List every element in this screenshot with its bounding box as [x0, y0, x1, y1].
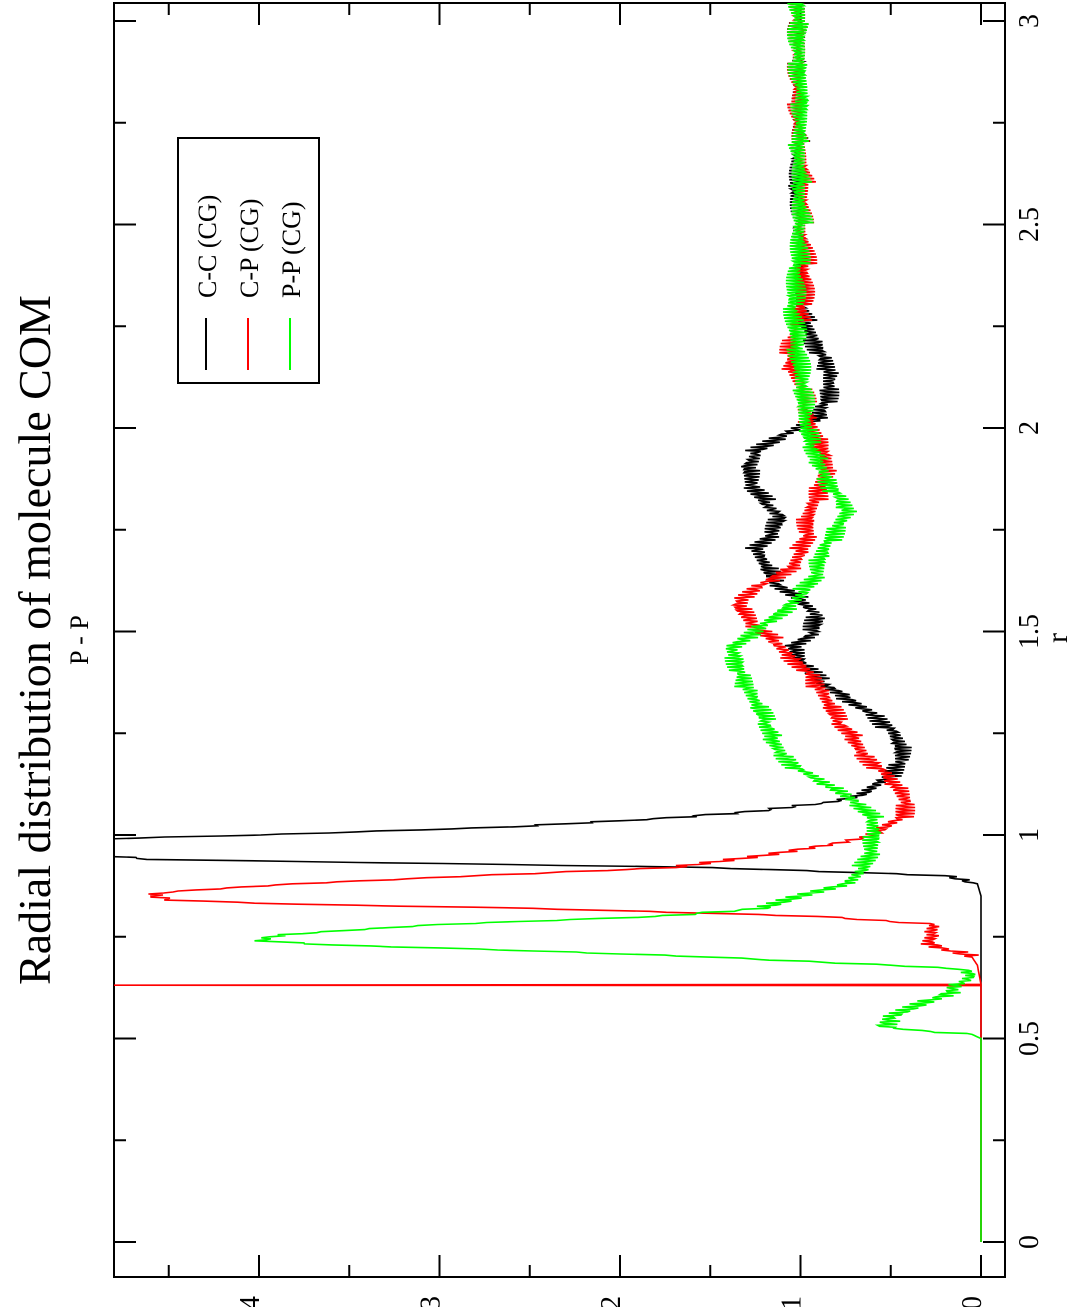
plot-frame — [113, 2, 1006, 1278]
x-tick-label: 3 — [1014, 14, 1045, 28]
x-tick-label: 2 — [1014, 421, 1045, 435]
chart-title: Radial distribution of molecule COM — [9, 295, 60, 985]
series-line-p-p-cg — [254, 3, 982, 1242]
x-tick-label: 1 — [1014, 828, 1045, 842]
legend: C-C (CG) C-P (CG) P-P (CG) — [177, 137, 320, 384]
y-tick-label: 2 — [596, 1296, 627, 1307]
series-layer — [114, 3, 982, 1242]
x-tick-label: 2.5 — [1014, 207, 1045, 242]
x-tick-label: 0 — [1014, 1235, 1045, 1249]
y-tick-label: 4 — [235, 1296, 266, 1307]
x-tick-label: 1.5 — [1014, 614, 1045, 649]
legend-label: P-P (CG) — [277, 201, 306, 298]
chart-subtitle: P - P — [65, 615, 94, 665]
legend-label: C-P (CG) — [235, 199, 264, 298]
y-tick-label: 1 — [777, 1296, 808, 1307]
y-tick-label: 3 — [416, 1296, 447, 1307]
legend-label: C-C (CG) — [193, 195, 222, 298]
y-tick-label: 0 — [957, 1296, 988, 1307]
x-tick-label: 0.5 — [1014, 1021, 1045, 1056]
axis-ticks: 0 0.5 1 1.5 2 2.5 3 0 1 2 3 4 — [114, 3, 1045, 1307]
x-axis-label: r — [1041, 633, 1074, 643]
